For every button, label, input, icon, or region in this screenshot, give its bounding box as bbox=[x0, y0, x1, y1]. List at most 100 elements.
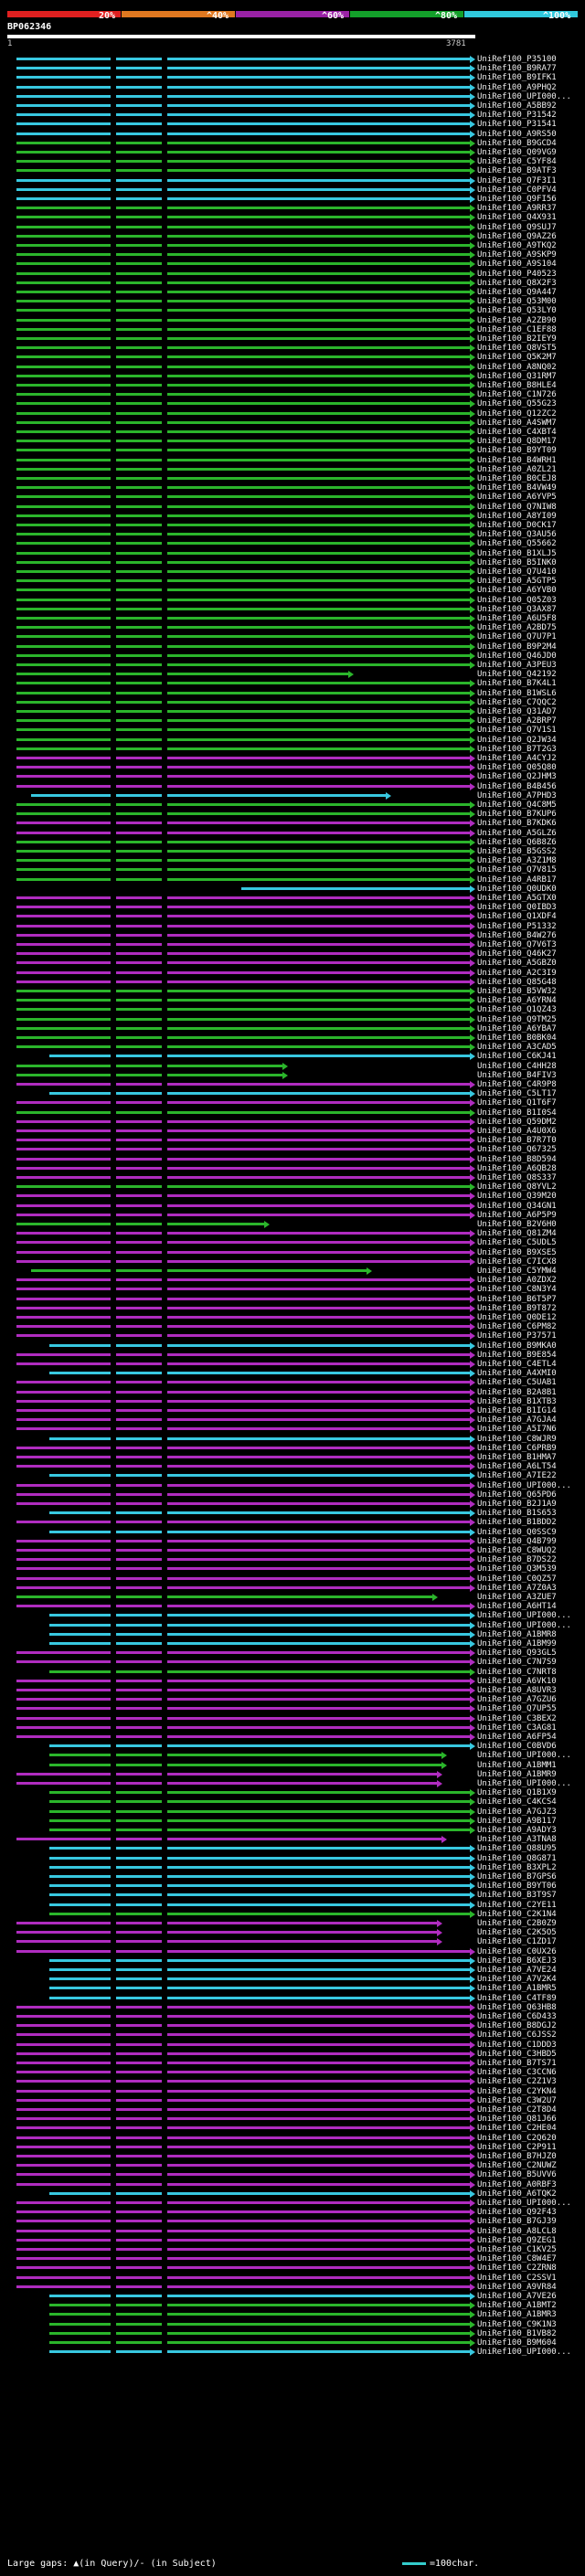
hit-alignment-bar[interactable] bbox=[16, 300, 470, 303]
hit-alignment-bar[interactable] bbox=[49, 2331, 470, 2335]
hit-label[interactable]: UniRef100_C5YMW4 bbox=[477, 1267, 557, 1276]
hit-alignment-bar[interactable] bbox=[16, 970, 470, 974]
hit-label[interactable]: UniRef100_B7R7T0 bbox=[477, 1136, 557, 1146]
hit-alignment-bar[interactable] bbox=[49, 1744, 470, 1748]
hit-alignment-bar[interactable] bbox=[16, 1931, 437, 1935]
hit-label[interactable]: UniRef100_B9T872 bbox=[477, 1303, 557, 1313]
hit-label[interactable]: UniRef100_B7GPS6 bbox=[477, 1872, 557, 1882]
hit-row[interactable]: UniRef100_C1EF88 bbox=[0, 325, 585, 335]
hit-alignment-bar[interactable] bbox=[16, 384, 470, 387]
hit-alignment-bar[interactable] bbox=[16, 906, 470, 909]
hit-row[interactable]: UniRef100_A0ZL21 bbox=[0, 465, 585, 475]
hit-row[interactable]: UniRef100_Q6B8Z6 bbox=[0, 838, 585, 848]
hit-row[interactable]: UniRef100_Q8YVL2 bbox=[0, 1182, 585, 1193]
hit-alignment-bar[interactable] bbox=[16, 757, 470, 759]
hit-row[interactable]: UniRef100_Q7NIW8 bbox=[0, 503, 585, 513]
hit-row[interactable]: UniRef100_A3Z1M8 bbox=[0, 856, 585, 866]
hit-row[interactable]: UniRef100_B6T5P7 bbox=[0, 1295, 585, 1305]
hit-row[interactable]: UniRef100_Q8DM17 bbox=[0, 437, 585, 447]
hit-row[interactable]: UniRef100_C4HH28 bbox=[0, 1062, 585, 1072]
hit-row[interactable]: UniRef100_B1XTB3 bbox=[0, 1397, 585, 1407]
hit-alignment-bar[interactable] bbox=[16, 1735, 470, 1738]
hit-row[interactable]: UniRef100_A0ZDX2 bbox=[0, 1276, 585, 1286]
hit-alignment-bar[interactable] bbox=[16, 458, 470, 461]
hit-row[interactable]: UniRef100_P37571 bbox=[0, 1331, 585, 1341]
hit-row[interactable]: UniRef100_C4XBT4 bbox=[0, 428, 585, 438]
hit-alignment-bar[interactable] bbox=[16, 234, 470, 238]
hit-row[interactable]: UniRef100_C9K1N3 bbox=[0, 2320, 585, 2330]
hit-row[interactable]: UniRef100_C6D433 bbox=[0, 2012, 585, 2022]
hit-row[interactable]: UniRef100_B9ATF3 bbox=[0, 166, 585, 176]
hit-row[interactable]: UniRef100_Q7V815 bbox=[0, 865, 585, 875]
hit-label[interactable]: UniRef100_C4XBT4 bbox=[477, 428, 557, 437]
hit-row[interactable]: UniRef100_A6QB28 bbox=[0, 1164, 585, 1174]
hit-row[interactable]: UniRef100_A4CYJ2 bbox=[0, 754, 585, 764]
hit-alignment-bar[interactable] bbox=[16, 542, 470, 546]
hit-label[interactable]: UniRef100_C8N3Y4 bbox=[477, 1285, 557, 1295]
hit-row[interactable]: UniRef100_B1XLJ5 bbox=[0, 549, 585, 559]
hit-label[interactable]: UniRef100_Q2JHM3 bbox=[477, 772, 557, 782]
hit-label[interactable]: UniRef100_C2K1N4 bbox=[477, 1909, 557, 1919]
hit-row[interactable]: UniRef100_Q31AD7 bbox=[0, 707, 585, 717]
hit-row[interactable]: UniRef100_Q1T6F7 bbox=[0, 1098, 585, 1108]
hit-row[interactable]: UniRef100_P35100 bbox=[0, 55, 585, 65]
hit-alignment-bar[interactable] bbox=[16, 495, 470, 499]
hit-row[interactable]: UniRef100_B9M604 bbox=[0, 2338, 585, 2348]
hit-alignment-bar[interactable] bbox=[16, 653, 470, 657]
hit-alignment-bar[interactable] bbox=[16, 1595, 432, 1598]
hit-row[interactable]: UniRef100_Q4X931 bbox=[0, 213, 585, 223]
hit-label[interactable]: UniRef100_Q65PD6 bbox=[477, 1489, 557, 1500]
hit-alignment-bar[interactable] bbox=[16, 1539, 470, 1542]
hit-alignment-bar[interactable] bbox=[16, 504, 470, 508]
hit-alignment-bar[interactable] bbox=[16, 1483, 470, 1487]
hit-row[interactable]: UniRef100_Q2JHM3 bbox=[0, 772, 585, 782]
hit-row[interactable]: UniRef100_P51332 bbox=[0, 922, 585, 932]
hit-row[interactable]: UniRef100_A2BD75 bbox=[0, 623, 585, 633]
hit-row[interactable]: UniRef100_A6YVP5 bbox=[0, 493, 585, 503]
hit-label[interactable]: UniRef100_C7ICX8 bbox=[477, 1256, 557, 1267]
hit-label[interactable]: UniRef100_Q0UDK0 bbox=[477, 884, 557, 894]
hit-row[interactable]: UniRef100_C1KV25 bbox=[0, 2245, 585, 2255]
hit-row[interactable]: UniRef100_B1S653 bbox=[0, 1509, 585, 1519]
hit-row[interactable]: UniRef100_B4VW49 bbox=[0, 483, 585, 493]
hit-label[interactable]: UniRef100_A3Z1M8 bbox=[477, 856, 557, 866]
hit-label[interactable]: UniRef100_C1KV25 bbox=[477, 2245, 557, 2254]
hit-alignment-bar[interactable] bbox=[16, 85, 470, 89]
hit-alignment-bar[interactable] bbox=[16, 2108, 470, 2111]
hit-alignment-bar[interactable] bbox=[49, 1829, 470, 1831]
hit-alignment-bar[interactable] bbox=[16, 1288, 470, 1291]
hit-alignment-bar[interactable] bbox=[16, 831, 470, 834]
hit-row[interactable]: UniRef100_C3W2U7 bbox=[0, 2096, 585, 2106]
hit-label[interactable]: UniRef100_C7N7S9 bbox=[477, 1658, 557, 1668]
hit-row[interactable]: UniRef100_C7NRT8 bbox=[0, 1668, 585, 1678]
hit-row[interactable]: UniRef100_C2K5O5 bbox=[0, 1928, 585, 1938]
hit-alignment-bar[interactable] bbox=[16, 822, 470, 825]
hit-alignment-bar[interactable] bbox=[16, 393, 470, 397]
hit-label[interactable]: UniRef100_A9S104 bbox=[477, 260, 557, 270]
hit-alignment-bar[interactable] bbox=[16, 374, 470, 377]
hit-row[interactable]: UniRef100_A2ZB90 bbox=[0, 316, 585, 326]
hit-alignment-bar[interactable] bbox=[16, 420, 470, 424]
hit-row[interactable]: UniRef100_B1BDD2 bbox=[0, 1518, 585, 1528]
hit-row[interactable]: UniRef100_A1BMR9 bbox=[0, 1770, 585, 1780]
hit-label[interactable]: UniRef100_B5INK0 bbox=[477, 557, 557, 567]
hit-alignment-bar[interactable] bbox=[16, 2051, 470, 2055]
hit-alignment-bar[interactable] bbox=[16, 1567, 470, 1571]
hit-alignment-bar[interactable] bbox=[16, 67, 470, 70]
hit-alignment-bar[interactable] bbox=[16, 402, 470, 406]
hit-label[interactable]: UniRef100_C2B0Z9 bbox=[477, 1919, 557, 1928]
hit-label[interactable]: UniRef100_C3W2U7 bbox=[477, 2095, 557, 2105]
hit-label[interactable]: UniRef100_C1DDD3 bbox=[477, 2040, 557, 2050]
hit-alignment-bar[interactable] bbox=[16, 1334, 470, 1338]
hit-label[interactable]: UniRef100_B4VW49 bbox=[477, 483, 557, 493]
hit-label[interactable]: UniRef100_Q0SSC9 bbox=[477, 1527, 557, 1537]
hit-row[interactable]: UniRef100_C2Q620 bbox=[0, 2134, 585, 2144]
hit-alignment-bar[interactable] bbox=[49, 1996, 470, 1999]
hit-alignment-bar[interactable] bbox=[16, 449, 470, 452]
hit-row[interactable]: UniRef100_A4XMI0 bbox=[0, 1369, 585, 1379]
hit-row[interactable]: UniRef100_B9YT06 bbox=[0, 1882, 585, 1892]
hit-alignment-bar[interactable] bbox=[16, 868, 470, 872]
hit-label[interactable]: UniRef100_B7DS22 bbox=[477, 1555, 557, 1565]
hit-label[interactable]: UniRef100_Q7V1S1 bbox=[477, 726, 557, 736]
hit-row[interactable]: UniRef100_C3BEX2 bbox=[0, 1714, 585, 1724]
